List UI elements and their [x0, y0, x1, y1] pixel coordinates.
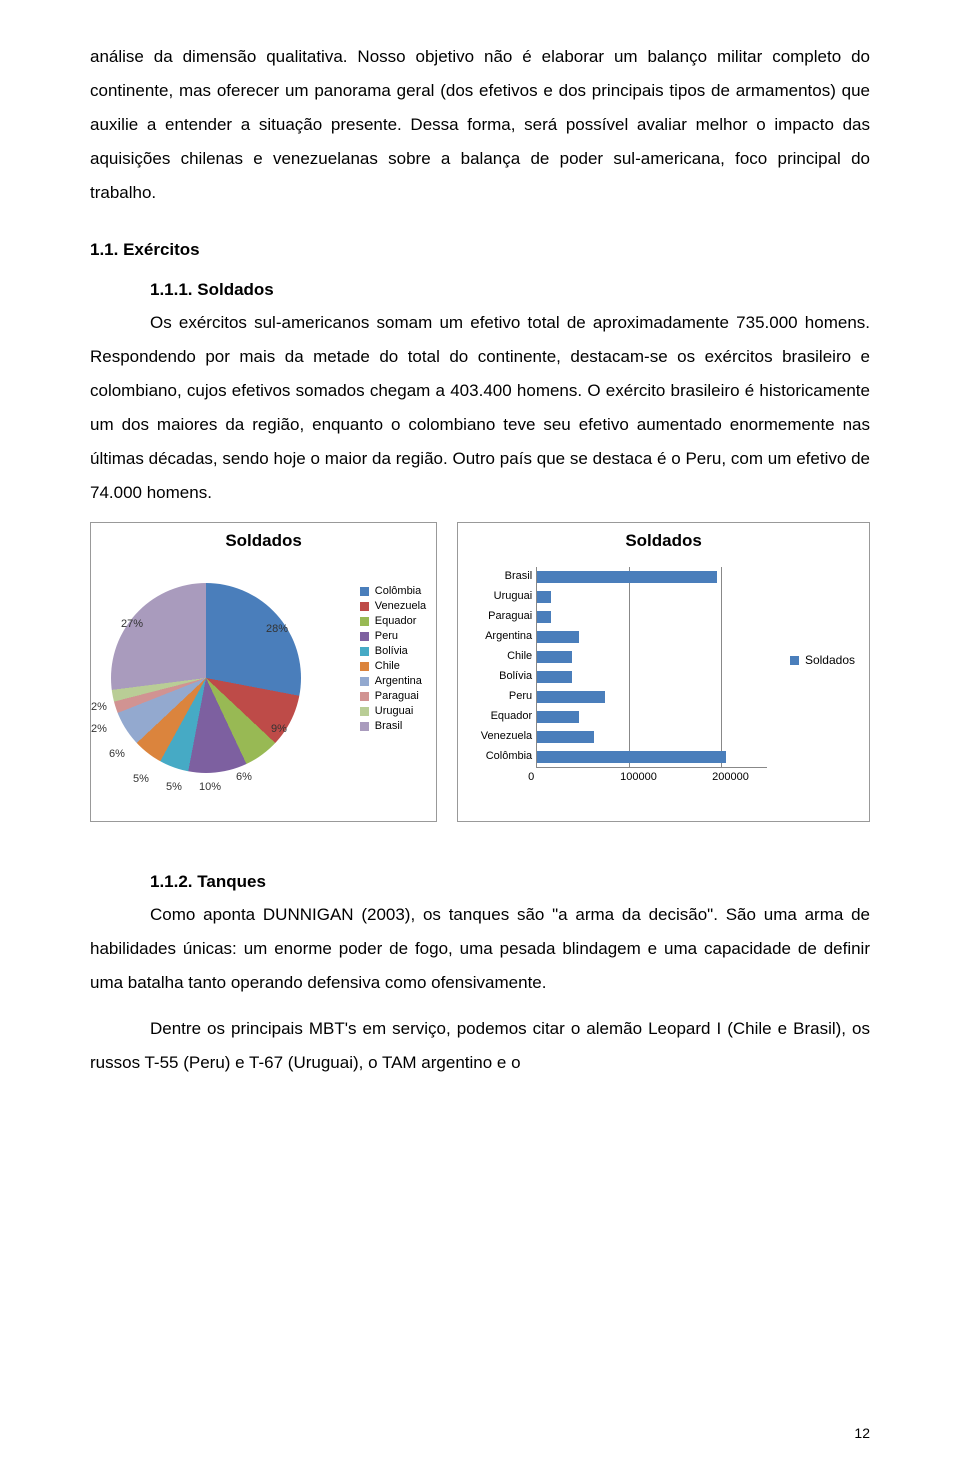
bar	[537, 631, 578, 643]
bar-tick-label: 0	[528, 771, 534, 783]
legend-swatch	[360, 707, 369, 716]
bar-tick-label: 200000	[712, 771, 749, 783]
legend-swatch	[360, 692, 369, 701]
pie-title: Soldados	[91, 523, 436, 555]
bar	[537, 711, 578, 723]
legend-item: Brasil	[360, 720, 426, 732]
legend-label: Bolívia	[375, 645, 408, 657]
bar-plot-area	[536, 567, 767, 768]
bar-category-label: Colômbia	[462, 750, 532, 762]
heading-tanques: 1.1.2. Tanques	[90, 872, 870, 892]
legend-swatch	[360, 602, 369, 611]
legend-item: Equador	[360, 615, 426, 627]
pie-slice-label: 28%	[266, 623, 288, 635]
pie-graphic	[111, 583, 301, 773]
bar-category-label: Chile	[462, 650, 532, 662]
pie-slice-label: 9%	[271, 723, 287, 735]
heading-soldados: 1.1.1. Soldados	[90, 280, 870, 300]
legend-label: Peru	[375, 630, 398, 642]
bar-legend: Soldados	[790, 653, 855, 667]
legend-swatch	[360, 647, 369, 656]
page: análise da dimensão qualitativa. Nosso o…	[0, 0, 960, 1459]
pie-chart: Soldados 28% 9% 6% 10% 5% 5% 6% 2% 2% 27% Colômbi…	[90, 522, 437, 822]
legend-swatch	[360, 662, 369, 671]
legend-item: Paraguai	[360, 690, 426, 702]
legend-item: Peru	[360, 630, 426, 642]
legend-item: Uruguai	[360, 705, 426, 717]
legend-label: Venezuela	[375, 600, 426, 612]
pie-slice-label: 6%	[236, 771, 252, 783]
legend-item: Colômbia	[360, 585, 426, 597]
legend-item: Bolívia	[360, 645, 426, 657]
bar-category-label: Uruguai	[462, 590, 532, 602]
legend-label: Paraguai	[375, 690, 419, 702]
pie-slice-label: 10%	[199, 781, 221, 793]
legend-swatch	[360, 617, 369, 626]
bar-legend-swatch	[790, 656, 799, 665]
paragraph-2: Os exércitos sul-americanos somam um efe…	[90, 306, 870, 510]
legend-label: Chile	[375, 660, 400, 672]
pie-slice-label: 6%	[109, 748, 125, 760]
legend-item: Venezuela	[360, 600, 426, 612]
paragraph-4: Dentre os principais MBT's em serviço, p…	[90, 1012, 870, 1080]
paragraph-3: Como aponta DUNNIGAN (2003), os tanques …	[90, 898, 870, 1000]
legend-label: Colômbia	[375, 585, 421, 597]
charts-row: Soldados 28% 9% 6% 10% 5% 5% 6% 2% 2% 27% Colômbi…	[90, 522, 870, 822]
pie-slice-label: 2%	[91, 701, 107, 713]
pie-legend: Colômbia Venezuela Equador Peru Bolívia Chile…	[360, 585, 426, 735]
pie-slice-label: 27%	[121, 618, 143, 630]
bar-tick-label: 100000	[620, 771, 657, 783]
bar-category-label: Peru	[462, 690, 532, 702]
bar	[537, 731, 594, 743]
page-number: 12	[854, 1425, 870, 1441]
bar-category-label: Venezuela	[462, 730, 532, 742]
bar	[537, 651, 572, 663]
paragraph-1: análise da dimensão qualitativa. Nosso o…	[90, 40, 870, 210]
legend-label: Uruguai	[375, 705, 414, 717]
pie-slice-label: 5%	[166, 781, 182, 793]
bar-category-label: Equador	[462, 710, 532, 722]
pie-slice-label: 2%	[91, 723, 107, 735]
bar	[537, 751, 726, 763]
legend-swatch	[360, 677, 369, 686]
legend-label: Brasil	[375, 720, 403, 732]
bar-title: Soldados	[458, 523, 869, 555]
legend-item: Argentina	[360, 675, 426, 687]
legend-swatch	[360, 632, 369, 641]
bar-category-label: Bolívia	[462, 670, 532, 682]
legend-swatch	[360, 587, 369, 596]
bar	[537, 691, 605, 703]
bar-legend-label: Soldados	[805, 653, 855, 667]
pie-slice-label: 5%	[133, 773, 149, 785]
bar-category-label: Paraguai	[462, 610, 532, 622]
heading-exercitos: 1.1. Exércitos	[90, 240, 870, 260]
bar-category-label: Argentina	[462, 630, 532, 642]
bar-chart: Soldados Brasil Uruguai Paraguai Argentina C…	[457, 522, 870, 822]
legend-swatch	[360, 722, 369, 731]
bar	[537, 591, 551, 603]
legend-label: Equador	[375, 615, 417, 627]
bar	[537, 571, 716, 583]
bar	[537, 671, 572, 683]
legend-label: Argentina	[375, 675, 422, 687]
bar	[537, 611, 551, 623]
legend-item: Chile	[360, 660, 426, 672]
bar-category-label: Brasil	[462, 570, 532, 582]
